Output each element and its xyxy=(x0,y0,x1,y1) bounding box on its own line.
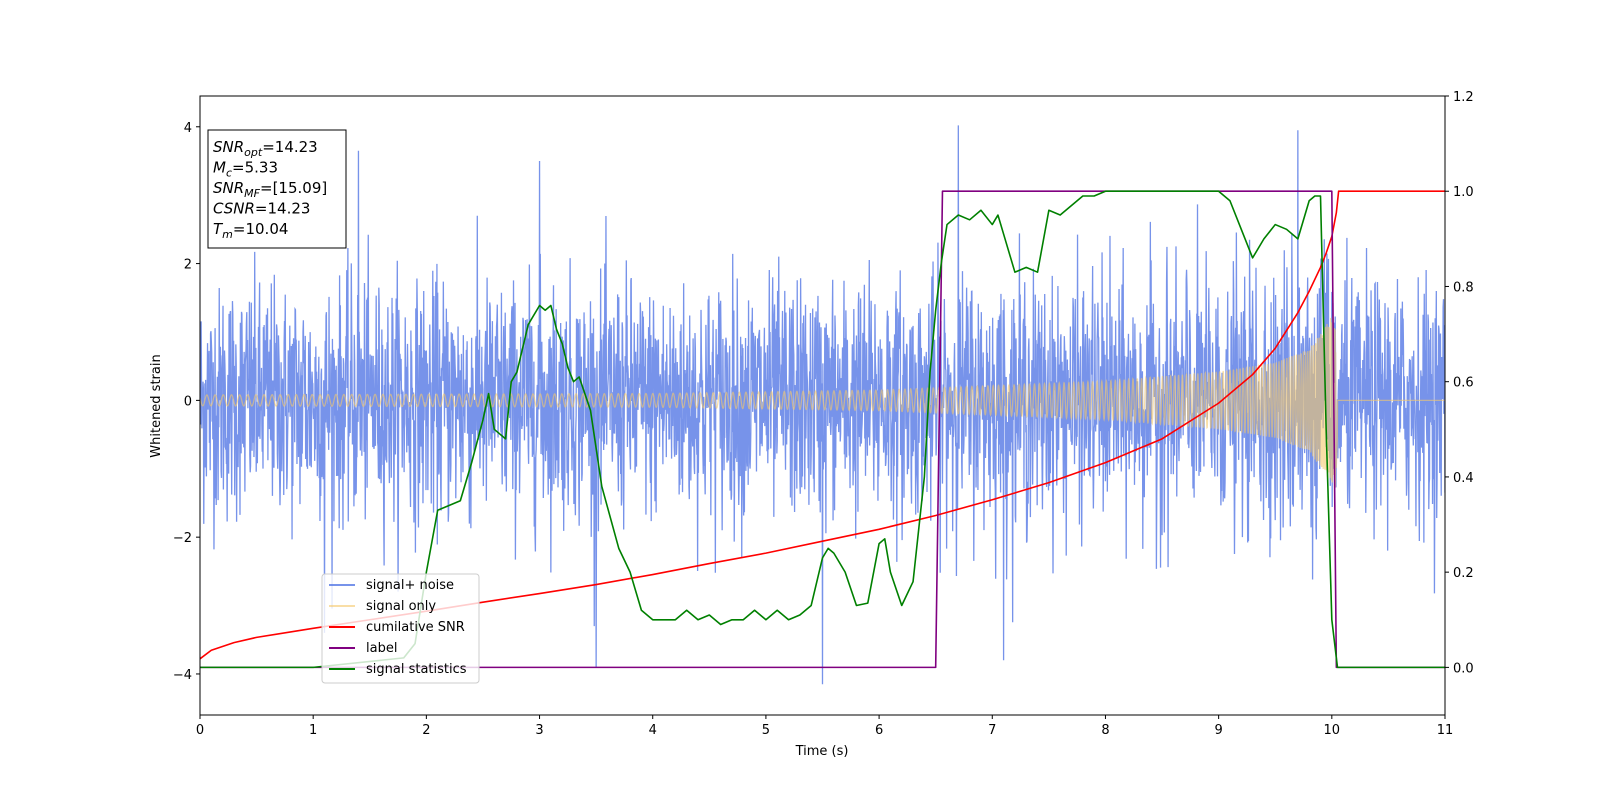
y-tick-label: 4 xyxy=(184,121,192,136)
y-tick-label: −2 xyxy=(173,531,192,546)
x-tick-label: 9 xyxy=(1214,723,1222,738)
annotation-subscript: MF xyxy=(244,187,260,200)
annotation-symbol: SNR xyxy=(213,138,244,156)
annotation-symbol: T xyxy=(213,220,224,238)
annotation-symbol: M xyxy=(213,159,226,177)
x-tick-label: 0 xyxy=(196,723,204,738)
legend-entry: cumilative SNR xyxy=(366,620,465,635)
annotation-value: =14.23 xyxy=(255,200,311,218)
annotation-symbol: SNR xyxy=(213,179,244,197)
annotation-symbol: CSNR xyxy=(213,200,255,218)
annotation-value: =14.23 xyxy=(262,138,318,156)
annotation-subscript: m xyxy=(222,228,233,241)
x-tick-label: 7 xyxy=(988,723,996,738)
x-tick-label: 8 xyxy=(1101,723,1109,738)
y-tick-label: 0 xyxy=(184,394,192,409)
x-tick-label: 2 xyxy=(422,723,430,738)
y2-tick-label: 0.8 xyxy=(1453,280,1474,295)
legend-entry: signal+ noise xyxy=(366,578,454,593)
annotation-subscript: c xyxy=(226,167,232,180)
annotation-line: SNRMF=[15.09] xyxy=(213,179,327,200)
x-axis-label: Time (s) xyxy=(795,744,849,759)
y2-tick-label: 0.0 xyxy=(1453,661,1474,676)
legend-frame xyxy=(321,573,480,684)
y2-tick-label: 1.2 xyxy=(1453,90,1474,105)
x-tick-label: 11 xyxy=(1437,723,1454,738)
x-tick-label: 6 xyxy=(875,723,883,738)
annotation-line: Mc=5.33 xyxy=(213,159,278,180)
series-signal-statistics xyxy=(200,190,1445,669)
annotation-value: =5.33 xyxy=(232,159,278,177)
y-axis-right: 0.0 0.2 0.4 0.6 0.8 1.0 1.2 xyxy=(1445,90,1474,676)
x-tick-label: 10 xyxy=(1324,723,1341,738)
y-axis-label: Whitened strain xyxy=(149,354,164,457)
axes-frame xyxy=(199,95,1446,716)
annotation-line: Tm=10.04 xyxy=(213,220,288,241)
annotation-value: =[15.09] xyxy=(260,179,327,197)
x-tick-label: 3 xyxy=(535,723,543,738)
x-tick-label: 1 xyxy=(309,723,317,738)
y2-tick-label: 0.2 xyxy=(1453,566,1474,581)
annotation-line: CSNR=14.23 xyxy=(213,200,310,218)
annotation-frame xyxy=(207,129,347,249)
parameter-annotation-box: SNRopt=14.23Mc=5.33SNRMF=[15.09]CSNR=14.… xyxy=(207,129,347,249)
y-axis-left: −4 −2 0 2 4 xyxy=(173,121,200,683)
y-tick-label: −4 xyxy=(173,668,192,683)
legend-entry: signal only xyxy=(366,599,436,614)
x-tick-label: 4 xyxy=(649,723,657,738)
y2-tick-label: 0.4 xyxy=(1453,471,1474,486)
x-tick-label: 5 xyxy=(762,723,770,738)
legend: signal+ noise signal only cumilative SNR la… xyxy=(321,573,480,684)
y2-tick-label: 0.6 xyxy=(1453,376,1474,391)
series-signal-only xyxy=(200,315,1445,489)
annotation-subscript: opt xyxy=(244,146,263,159)
y-tick-label: 2 xyxy=(184,258,192,273)
annotation-line: SNRopt=14.23 xyxy=(213,138,318,159)
y2-tick-label: 1.0 xyxy=(1453,185,1474,200)
x-axis: 0 1 2 3 4 5 6 7 8 9 10 11 xyxy=(196,715,1453,738)
annotation-value: =10.04 xyxy=(233,220,289,238)
legend-entry: label xyxy=(366,641,397,656)
legend-entry: signal statistics xyxy=(366,662,467,677)
